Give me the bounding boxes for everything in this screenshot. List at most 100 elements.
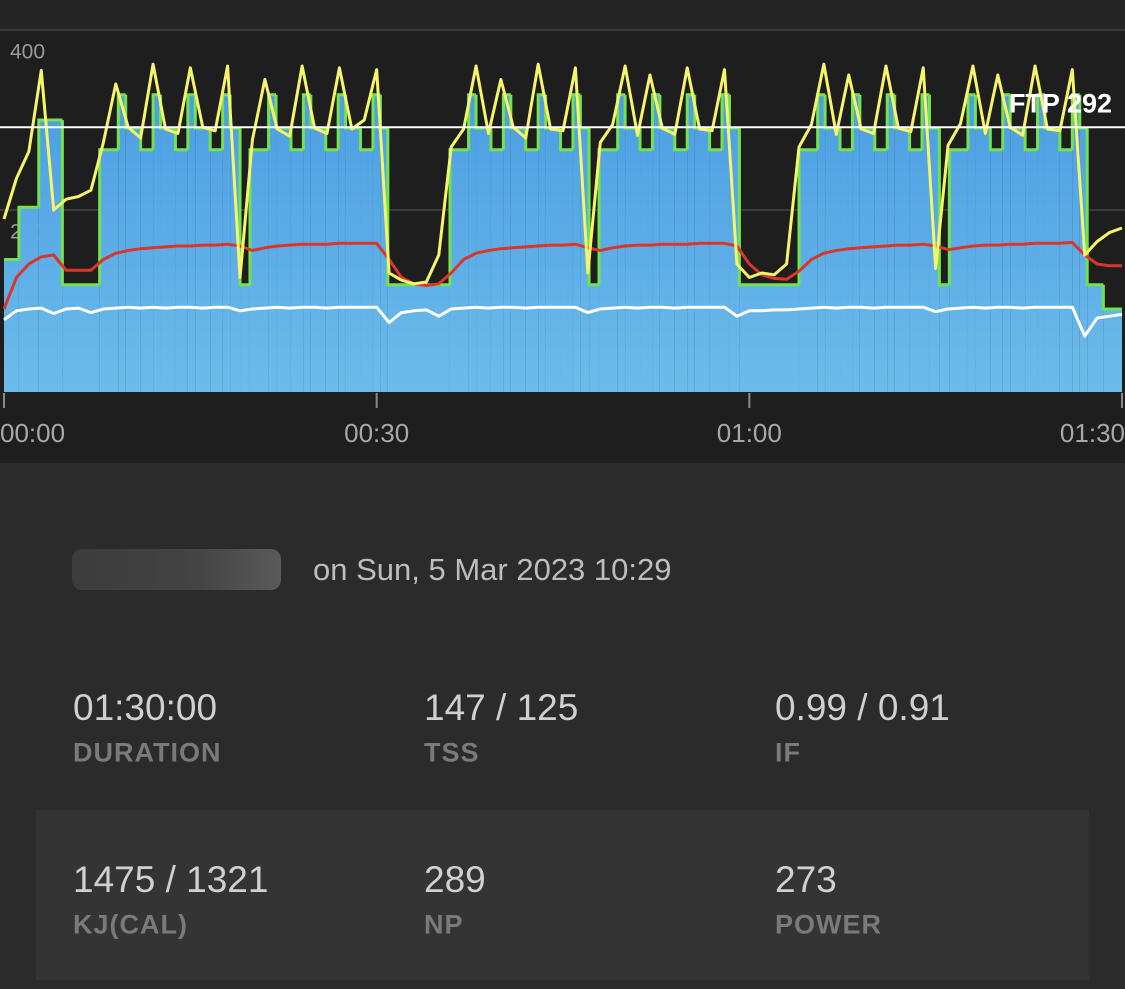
target-area bbox=[545, 128, 561, 392]
target-step bbox=[1085, 128, 1104, 287]
target-area bbox=[817, 94, 826, 393]
x-tick-label: 01:00 bbox=[717, 418, 782, 448]
target-area bbox=[153, 94, 161, 393]
stat-value: 273 bbox=[775, 859, 837, 900]
target-step bbox=[988, 128, 1003, 152]
target-area bbox=[310, 128, 326, 392]
target-area bbox=[589, 284, 600, 392]
target-area bbox=[599, 149, 618, 392]
target-area bbox=[160, 128, 176, 392]
target-area bbox=[140, 149, 154, 392]
target-area bbox=[99, 149, 119, 392]
target-step bbox=[467, 93, 477, 150]
target-area bbox=[510, 128, 526, 392]
target-area bbox=[525, 149, 539, 392]
series-line bbox=[2, 62, 1123, 286]
target-area bbox=[874, 149, 888, 392]
target-step bbox=[208, 128, 223, 152]
target-area bbox=[840, 149, 853, 392]
target-area bbox=[659, 128, 675, 392]
target-area bbox=[560, 149, 573, 392]
target-step bbox=[650, 93, 660, 150]
target-area bbox=[939, 284, 950, 392]
target-area bbox=[625, 128, 641, 392]
target-step bbox=[838, 128, 853, 152]
activity-date: on Sun, 5 Mar 2023 10:29 bbox=[313, 552, 672, 587]
target-step bbox=[559, 128, 573, 152]
target-area bbox=[249, 149, 269, 392]
target-area bbox=[325, 149, 339, 392]
target-area bbox=[276, 128, 291, 392]
target-area bbox=[118, 94, 126, 393]
target-area bbox=[975, 128, 991, 392]
target-area bbox=[468, 94, 477, 393]
target-step bbox=[1036, 93, 1045, 150]
target-area bbox=[360, 149, 373, 392]
stat-value: 289 bbox=[424, 859, 486, 900]
target-area bbox=[859, 128, 875, 392]
stat-label: POWER bbox=[775, 909, 883, 940]
stat-label: DURATION bbox=[73, 737, 222, 768]
target-area bbox=[210, 149, 223, 392]
target-area bbox=[1103, 309, 1122, 392]
target-area bbox=[909, 149, 923, 392]
target-area bbox=[503, 94, 511, 393]
target-area bbox=[62, 284, 100, 392]
target-step bbox=[37, 118, 63, 208]
x-tick-label: 00:00 bbox=[0, 418, 65, 448]
target-area bbox=[887, 94, 895, 393]
stat-value: 147 / 125 bbox=[424, 687, 579, 728]
target-step bbox=[489, 128, 504, 152]
target-step bbox=[173, 128, 188, 152]
target-area bbox=[1059, 149, 1073, 392]
target-step bbox=[238, 128, 250, 287]
target-area bbox=[125, 128, 141, 392]
target-step bbox=[324, 128, 339, 152]
top-bar bbox=[0, 0, 1125, 30]
series-line bbox=[3, 305, 1123, 338]
target-area bbox=[1025, 149, 1038, 392]
target-area bbox=[674, 149, 688, 392]
target-area bbox=[18, 207, 39, 392]
target-area bbox=[195, 128, 211, 392]
target-area bbox=[894, 128, 910, 392]
target-area bbox=[640, 149, 653, 392]
target-area bbox=[967, 94, 976, 393]
target-area bbox=[694, 128, 710, 392]
target-area bbox=[380, 128, 388, 392]
target-area bbox=[1044, 128, 1060, 392]
stat-label: NP bbox=[424, 909, 464, 940]
target-step bbox=[737, 128, 800, 287]
target-step bbox=[1101, 284, 1122, 311]
target-area bbox=[240, 284, 250, 392]
target-step bbox=[359, 128, 373, 152]
stat-label: KJ(CAL) bbox=[73, 909, 188, 940]
target-step bbox=[937, 128, 950, 287]
target-step bbox=[873, 128, 888, 152]
target-area bbox=[387, 284, 450, 392]
target-area bbox=[580, 128, 590, 392]
target-area bbox=[476, 128, 491, 392]
target-area bbox=[709, 149, 723, 392]
target-area bbox=[1010, 128, 1026, 392]
target-area bbox=[729, 128, 740, 392]
target-step bbox=[1023, 128, 1038, 152]
target-step bbox=[920, 93, 930, 150]
target-step bbox=[98, 148, 119, 285]
target-step bbox=[60, 120, 100, 287]
redacted-name bbox=[72, 549, 281, 590]
target-area bbox=[187, 94, 196, 393]
target-area bbox=[1079, 128, 1088, 392]
target-step bbox=[1058, 128, 1073, 152]
target-step bbox=[908, 128, 923, 152]
target-area bbox=[799, 149, 818, 392]
stat-value: 0.99 / 0.91 bbox=[775, 687, 950, 728]
target-area bbox=[739, 284, 800, 392]
target-area bbox=[1072, 94, 1080, 393]
target-area bbox=[990, 149, 1003, 392]
stats-row-highlight bbox=[36, 810, 1089, 980]
x-tick-label: 01:30 bbox=[1060, 418, 1125, 448]
target-step bbox=[947, 148, 968, 285]
